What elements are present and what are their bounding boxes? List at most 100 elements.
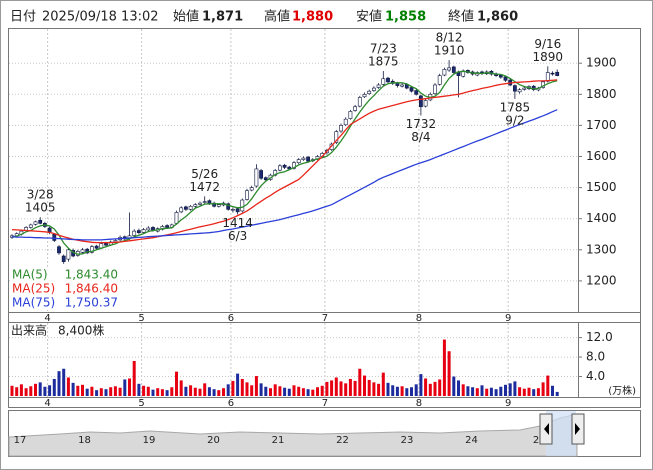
y-tick-label: 1800 (586, 87, 617, 101)
volume-bar (15, 387, 19, 396)
candle-body (423, 100, 428, 107)
annotation-date: 8/4 (411, 130, 430, 144)
volume-bar (283, 387, 287, 396)
volume-bar (160, 389, 164, 396)
volume-bar (410, 387, 413, 396)
x-tick-label: 4 (44, 398, 50, 409)
volume-bar (466, 386, 470, 396)
volume-bar (207, 387, 211, 396)
candle-body (33, 221, 38, 225)
volume-bar (551, 385, 554, 396)
candle-body (451, 66, 456, 73)
volume-bar (414, 384, 418, 396)
volume-bar (245, 382, 249, 396)
volume-bar (306, 389, 310, 396)
volume-bar (480, 385, 484, 396)
candle-body (517, 89, 522, 93)
legend-value: 1,843.40 (65, 268, 118, 282)
candle-body (52, 233, 57, 241)
ma-line (11, 70, 558, 255)
candle-body (231, 209, 235, 211)
candle-body (376, 84, 381, 88)
legend-bg (10, 268, 120, 282)
candle-body (362, 94, 367, 98)
volume-bar (485, 388, 489, 396)
y-tick-label: 12.0 (586, 330, 613, 344)
candle-body (409, 87, 414, 92)
volume-bar (184, 386, 188, 396)
x-tick-label: 8 (416, 398, 422, 409)
volume-bar (57, 371, 61, 396)
annotation-date: 8/12 (436, 31, 463, 45)
volume-bar (339, 381, 343, 396)
candle-body (334, 131, 339, 143)
volume-bar (372, 382, 376, 396)
volume-bar (137, 383, 141, 396)
candle-body (306, 156, 311, 162)
candle-body (216, 204, 221, 207)
volume-bar (527, 387, 531, 396)
volume-bar (344, 383, 348, 396)
x-tick-label: 8 (416, 313, 422, 324)
volume-bar (99, 388, 103, 396)
navigator-label: 19 (143, 435, 156, 446)
x-tick-label: 9 (505, 313, 511, 324)
candle-body (296, 159, 301, 164)
annotation-date: 6/3 (228, 229, 247, 243)
legend-bg (10, 282, 120, 296)
volume-bar (146, 386, 150, 396)
y-tick-label: 1900 (586, 56, 617, 70)
volume-bar (311, 389, 315, 396)
volume-bar (175, 371, 178, 396)
header-datetime: 2025/09/18 13:02 (42, 10, 159, 25)
candle-body (240, 199, 245, 212)
volume-bar (386, 382, 390, 396)
volume-bar (320, 385, 324, 396)
volume-bar (273, 384, 277, 396)
volume-bar (34, 383, 37, 396)
volume-bar (259, 383, 263, 396)
volume-bar (189, 385, 193, 396)
volume-bar (363, 375, 366, 396)
legend-name: MA(25) (12, 282, 55, 296)
legend-bg (10, 296, 120, 310)
volume-bar (452, 376, 456, 396)
volume-bar (128, 378, 131, 396)
candle-body (28, 224, 33, 228)
volume-bar (419, 374, 423, 396)
annotation-date: 9/2 (505, 113, 524, 127)
candle-body (249, 187, 254, 191)
navigator-label: 21 (272, 435, 285, 446)
volume-bar (325, 381, 329, 396)
candle-body (85, 248, 90, 254)
volume-bar (395, 386, 399, 396)
volume-bar (555, 391, 559, 396)
volume-bar (109, 387, 113, 396)
volume-bar (38, 382, 42, 396)
handle-arrow (544, 423, 549, 435)
header-close-label: 終値 (448, 9, 474, 25)
volume-unit: (万株) (608, 384, 636, 397)
volume-month-strip (8, 397, 641, 408)
annotation-value: 1405 (25, 201, 56, 215)
annotation-value: 1875 (368, 54, 399, 68)
volume-bar (433, 381, 437, 396)
navigator-label: 20 (207, 435, 220, 446)
candle-body (282, 164, 287, 168)
volume-bar (428, 383, 432, 396)
annotation-date: 7/23 (370, 41, 397, 55)
candle-body (550, 72, 555, 75)
candle-body (174, 212, 179, 224)
x-tick-label: 5 (138, 313, 144, 324)
volume-bar (489, 387, 493, 396)
volume-bar (358, 368, 362, 396)
candle-body (503, 76, 508, 81)
volume-bar (438, 379, 442, 396)
candle-body (371, 87, 376, 91)
volume-bar (29, 386, 33, 396)
volume-bar (269, 388, 272, 396)
volume-bar (316, 387, 319, 396)
candle-body (555, 71, 560, 76)
candle-body (277, 165, 282, 171)
candle-body (66, 249, 71, 260)
